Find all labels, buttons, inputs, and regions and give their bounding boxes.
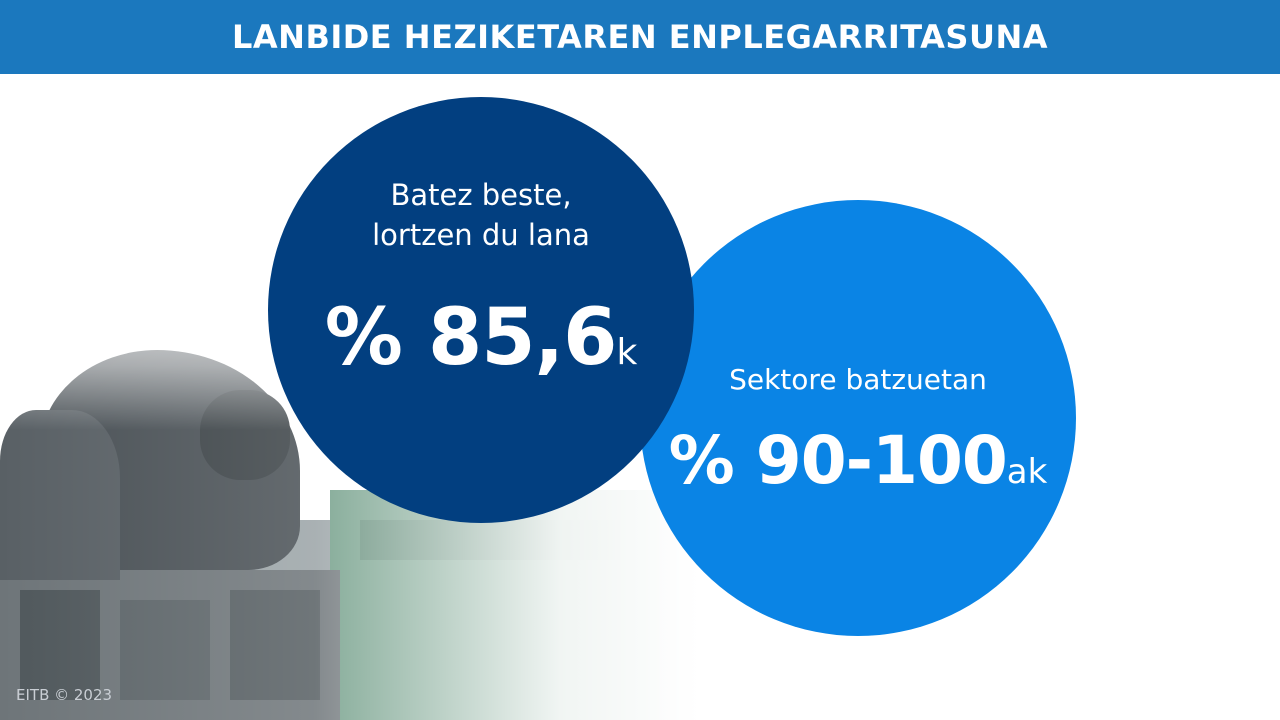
- stat-primary-caption: Batez beste, lortzen du lana: [268, 175, 694, 255]
- header-band: LANBIDE HEZIKETAREN ENPLEGARRITASUNA: [0, 0, 1280, 74]
- stat-secondary-figure: % 90-100ak: [640, 422, 1076, 499]
- stat-primary-suffix: k: [616, 332, 638, 373]
- stat-circle-secondary: Sektore batzuetan % 90-100ak: [640, 200, 1076, 636]
- stat-secondary-value: % 90-100: [668, 422, 1008, 499]
- stat-secondary-caption: Sektore batzuetan: [729, 363, 987, 396]
- stat-primary-caption-line2: lortzen du lana: [372, 218, 590, 252]
- copyright-credit: EITB © 2023: [16, 686, 113, 704]
- stat-circle-primary: Batez beste, lortzen du lana % 85,6k: [268, 97, 694, 523]
- stat-primary-value: % 85,6: [324, 293, 618, 383]
- stat-primary-caption-line1: Batez beste,: [390, 178, 572, 212]
- stat-primary-figure: % 85,6k: [268, 293, 694, 383]
- stat-secondary-suffix: ak: [1006, 452, 1048, 492]
- page-title: LANBIDE HEZIKETAREN ENPLEGARRITASUNA: [232, 18, 1048, 56]
- background-photo: [0, 270, 700, 720]
